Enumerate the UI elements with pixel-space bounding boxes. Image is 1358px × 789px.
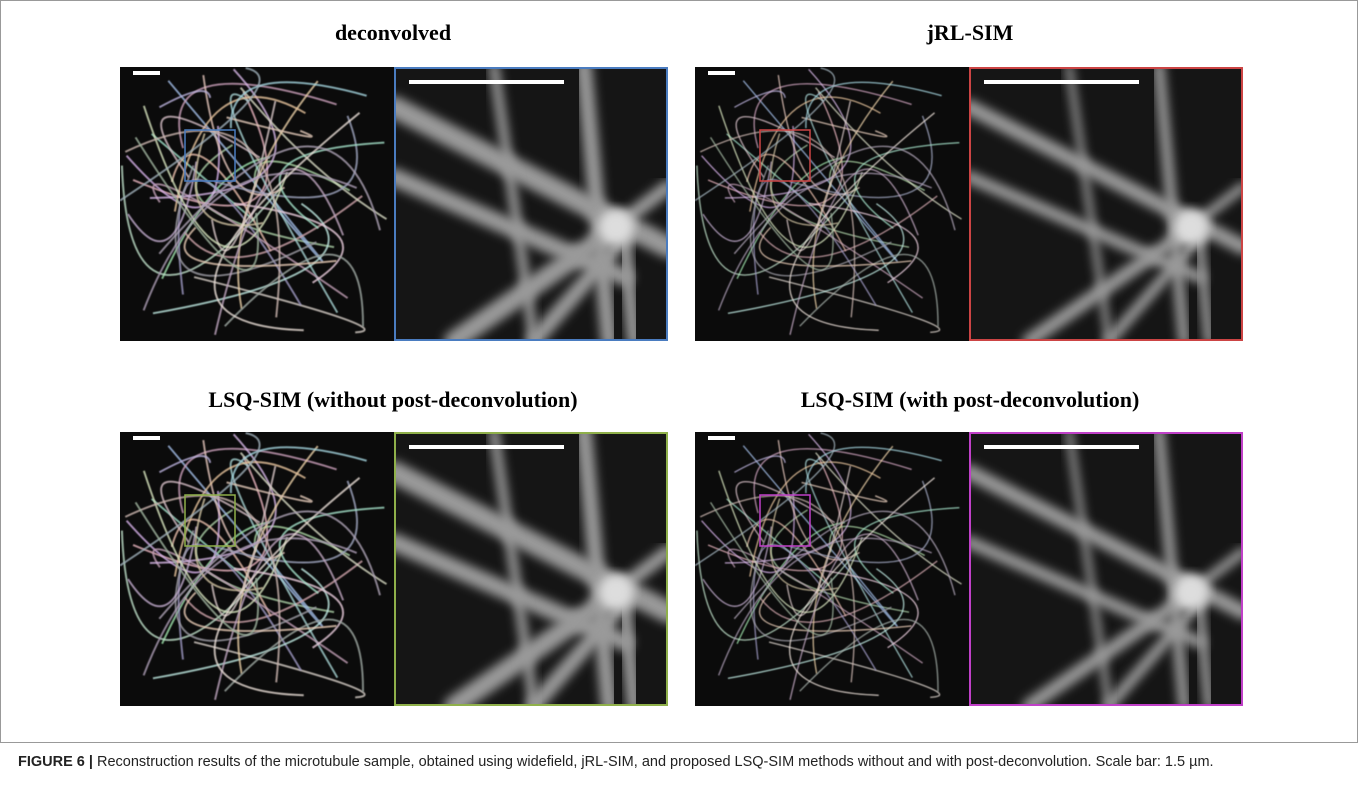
scale-bar — [708, 71, 735, 75]
panel-title: jRL-SIM — [926, 20, 1014, 45]
overview-image — [695, 67, 969, 341]
zoom-image — [394, 67, 668, 341]
zoom-node — [1173, 574, 1209, 610]
zoom-node — [1173, 209, 1209, 245]
scale-bar — [133, 436, 160, 440]
zoom-image — [969, 432, 1243, 706]
overview-image — [695, 432, 969, 706]
overview-image — [120, 432, 394, 706]
zoom-node — [598, 209, 634, 245]
scale-bar — [984, 80, 1139, 84]
zoom-microtubule — [624, 602, 634, 706]
zoom-image — [969, 67, 1243, 341]
caption: FIGURE 6 | Reconstruction results of the… — [18, 752, 1318, 772]
zoom-microtubule — [624, 237, 634, 341]
scale-bar — [708, 436, 735, 440]
caption-text: Reconstruction results of the microtubul… — [97, 754, 1214, 770]
panel-title: LSQ-SIM (without post-deconvolution) — [208, 387, 577, 412]
panel-title: deconvolved — [335, 20, 451, 45]
caption-label: FIGURE 6 | — [18, 754, 93, 770]
zoom-image — [394, 432, 668, 706]
scale-bar — [133, 71, 160, 75]
scale-bar — [409, 445, 564, 449]
zoom-node — [598, 574, 634, 610]
scale-bar — [409, 80, 564, 84]
scale-bar — [984, 445, 1139, 449]
panel-title: LSQ-SIM (with post-deconvolution) — [801, 387, 1140, 412]
overview-image — [120, 67, 394, 341]
page: deconvolved jRL-SIM LSQ-SIM (without post-… — [0, 0, 1358, 789]
figure: deconvolved jRL-SIM LSQ-SIM (without post-… — [0, 0, 1358, 745]
